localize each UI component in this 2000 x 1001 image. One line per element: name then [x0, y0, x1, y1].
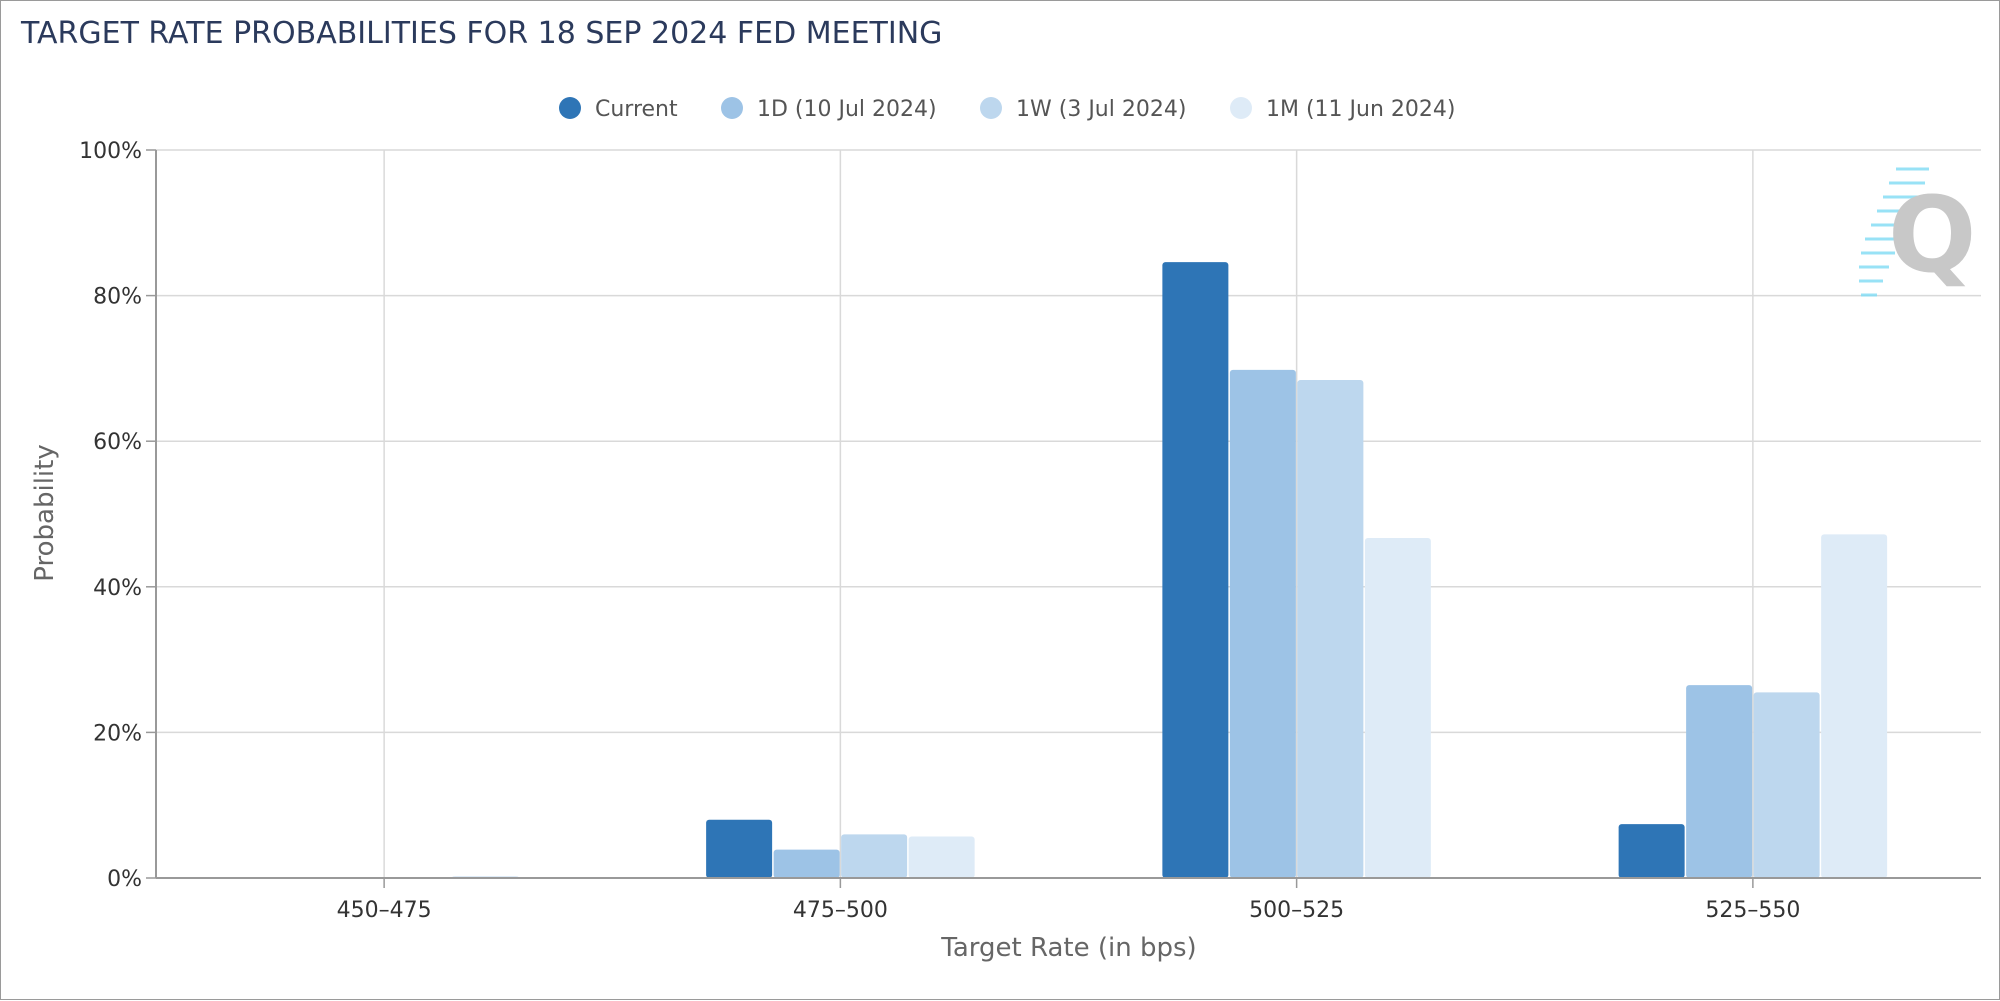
- bar: [706, 819, 773, 878]
- y-tick-label: 80%: [93, 285, 142, 310]
- y-tick-label: 20%: [93, 721, 142, 746]
- y-tick-label: 60%: [93, 430, 142, 455]
- bar: [1618, 824, 1685, 878]
- legend-item[interactable]: 1M (11 Jun 2024): [1230, 97, 1455, 122]
- legend-label: 1D (10 Jul 2024): [757, 97, 937, 122]
- legend-label: 1W (3 Jul 2024): [1016, 97, 1186, 122]
- legend-label: 1M (11 Jun 2024): [1266, 97, 1455, 122]
- bar: [1162, 262, 1229, 878]
- legend-item[interactable]: 1D (10 Jul 2024): [721, 97, 937, 122]
- x-tick-label: 500–525: [1249, 898, 1344, 923]
- bar: [773, 849, 840, 878]
- legend-item[interactable]: Current: [559, 97, 678, 122]
- legend: Current 1D (10 Jul 2024) 1W (3 Jul 2024) 1M…: [559, 97, 1455, 122]
- bar: [1753, 692, 1820, 878]
- quikstrike-q-logo-icon: Q: [1859, 167, 1976, 297]
- y-tick-label: 100%: [79, 139, 142, 164]
- bar: [1364, 538, 1431, 878]
- x-axis-label: Target Rate (in bps): [940, 933, 1196, 963]
- chart-title: TARGET RATE PROBABILITIES FOR 18 SEP 202…: [20, 16, 942, 51]
- legend-marker: [980, 97, 1002, 119]
- x-tick-label: 450–475: [337, 898, 432, 923]
- bars: [452, 262, 1888, 878]
- legend-label: Current: [595, 97, 678, 122]
- x-tick-label: 525–550: [1705, 898, 1800, 923]
- legend-marker: [1230, 97, 1252, 119]
- bar: [1229, 369, 1296, 878]
- y-tick-label: 0%: [107, 867, 142, 892]
- bar: [1297, 380, 1364, 878]
- y-tick-label: 40%: [93, 576, 142, 601]
- x-tick-label: 475–500: [793, 898, 888, 923]
- bar: [1686, 685, 1753, 878]
- legend-item[interactable]: 1W (3 Jul 2024): [980, 97, 1186, 122]
- legend-marker: [559, 97, 581, 119]
- watermark-letter: Q: [1888, 174, 1976, 296]
- legend-marker: [721, 97, 743, 119]
- y-axis-label: Probability: [30, 444, 60, 581]
- axes: 0% 20% 40% 60% 80% 100% 450–475 475–500 500–525 5…: [79, 139, 1981, 923]
- bar: [908, 836, 975, 878]
- bar: [841, 834, 908, 878]
- bar: [1821, 534, 1888, 878]
